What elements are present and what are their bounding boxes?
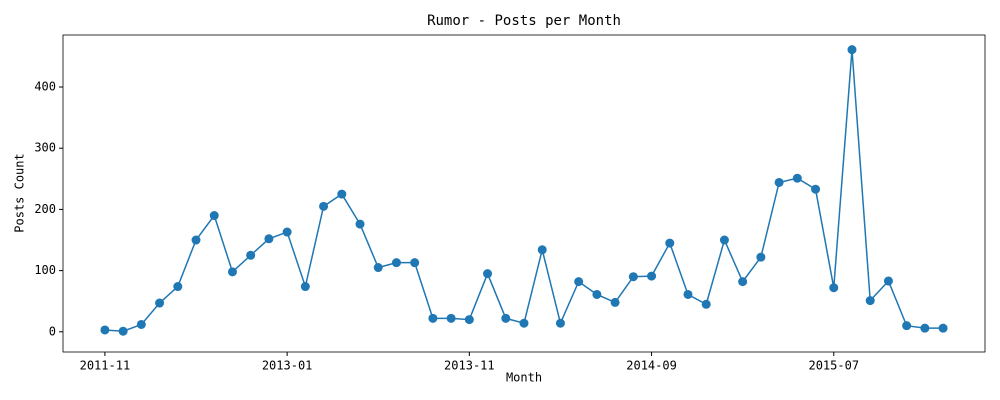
point [337, 189, 347, 199]
point [683, 289, 693, 299]
x-tick-label: 2011-11 [80, 359, 131, 373]
point [483, 269, 493, 279]
point [410, 258, 420, 268]
point [756, 252, 766, 262]
point [774, 177, 784, 187]
point [610, 297, 620, 307]
point [100, 325, 110, 335]
point [719, 235, 729, 245]
point [155, 298, 165, 308]
point [701, 299, 711, 309]
point [647, 271, 657, 281]
point [628, 272, 638, 282]
point [792, 173, 802, 183]
x-tick-label: 2013-11 [444, 359, 495, 373]
point [847, 45, 857, 55]
chart-title: Rumor - Posts per Month [427, 13, 621, 29]
point [391, 258, 401, 268]
point [191, 235, 201, 245]
point [938, 323, 948, 333]
point [811, 184, 821, 194]
plot-frame [62, 34, 986, 353]
point [136, 319, 146, 329]
x-tick-label: 2015-07 [808, 359, 859, 373]
point [537, 245, 547, 255]
point [227, 267, 237, 277]
point [319, 201, 329, 211]
point [883, 276, 893, 286]
point [738, 277, 748, 287]
point [282, 227, 292, 237]
point [464, 315, 474, 325]
point [428, 313, 438, 323]
point [355, 219, 365, 229]
point [173, 282, 183, 292]
point [902, 321, 912, 331]
point [592, 289, 602, 299]
y-tick-label: 400 [34, 80, 56, 94]
point [246, 250, 256, 260]
y-tick-label: 100 [34, 263, 56, 277]
x-tick-label: 2014-09 [626, 359, 677, 373]
point [865, 296, 875, 306]
x-tick-label: 2013-01 [262, 359, 313, 373]
point [574, 277, 584, 287]
y-tick-label: 300 [34, 141, 56, 155]
point [665, 238, 675, 248]
point [373, 263, 383, 273]
point [920, 323, 930, 333]
point [501, 313, 511, 323]
point [209, 211, 219, 221]
y-tick-label: 0 [49, 324, 56, 338]
x-axis-label: Month [506, 371, 542, 385]
point [446, 313, 456, 323]
point [264, 234, 274, 244]
y-axis-label: Posts Count [13, 153, 27, 232]
point [829, 283, 839, 293]
point [555, 318, 565, 328]
point [300, 282, 310, 292]
point [118, 326, 128, 336]
point [519, 318, 529, 328]
y-tick-label: 200 [34, 202, 56, 216]
